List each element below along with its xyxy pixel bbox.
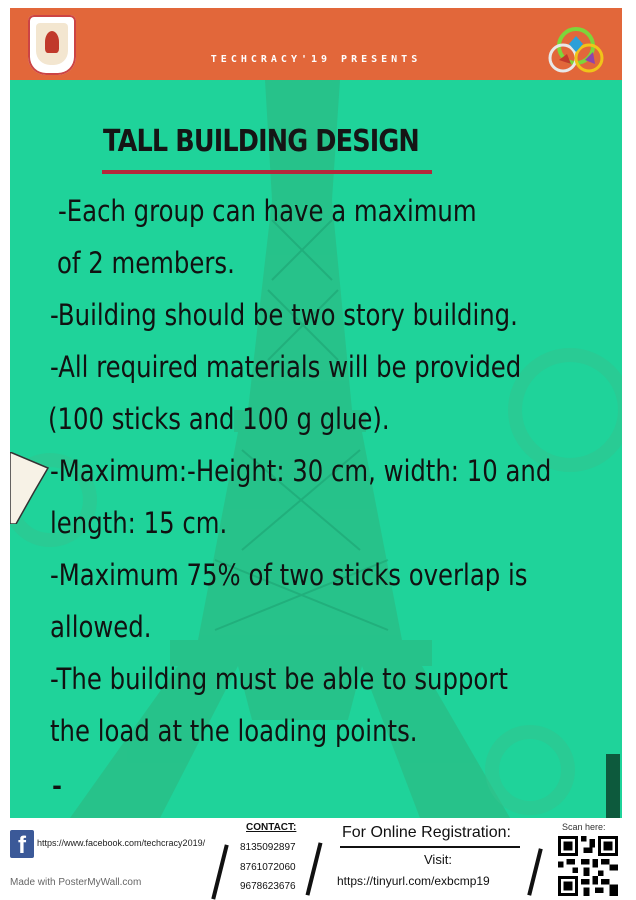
visit-label: Visit: xyxy=(424,852,452,867)
college-crest-icon xyxy=(28,15,76,75)
rule-line: (100 sticks and 100 g glue). xyxy=(48,402,390,436)
rule-line: -The building must be able to support xyxy=(50,662,508,696)
dark-side-bar xyxy=(606,754,620,818)
registration-link[interactable]: https://tinyurl.com/exbcmp19 xyxy=(337,874,490,888)
title-underline xyxy=(102,170,432,174)
eiffel-tower-icon xyxy=(10,80,622,818)
page-title: TALL BUILDING DESIGN xyxy=(103,124,420,159)
rule-line: -Each group can have a maximum xyxy=(58,194,477,228)
phone-number[interactable]: 8761072060 xyxy=(240,862,296,873)
scan-here-label: Scan here: xyxy=(562,822,606,832)
rule-line: -Building should be two story building. xyxy=(50,298,518,332)
rule-line: of 2 members. xyxy=(57,246,235,280)
facebook-link[interactable]: https://www.facebook.com/techcracy2019/ xyxy=(37,838,206,848)
divider-slash xyxy=(305,842,323,896)
main-panel: TALL BUILDING DESIGN -Each group can hav… xyxy=(10,80,622,818)
presents-text: TECHCRACY'19 PRESENTS xyxy=(210,54,422,65)
divider-slash xyxy=(527,848,543,896)
registration-title: For Online Registration: xyxy=(342,824,511,841)
phone-number[interactable]: 9678623676 xyxy=(240,881,296,892)
rule-line: allowed. xyxy=(50,610,152,644)
contact-title: CONTACT: xyxy=(246,822,297,833)
phone-number[interactable]: 8135092897 xyxy=(240,842,296,853)
paper-corner-icon xyxy=(10,452,50,524)
made-with-credit: Made with PosterMyWall.com xyxy=(10,877,142,888)
divider-slash xyxy=(211,844,229,900)
footer: f https://www.facebook.com/techcracy2019… xyxy=(0,818,636,900)
header-banner: TECHCRACY'19 PRESENTS xyxy=(10,8,622,80)
rule-line: -Maximum:-Height: 30 cm, width: 10 and xyxy=(50,454,552,488)
trailing-dash: - xyxy=(52,772,62,800)
registration-underline xyxy=(340,846,520,848)
techcracy-logo-icon xyxy=(548,27,604,73)
rule-line: -All required materials will be provided xyxy=(50,350,522,384)
rule-line: -Maximum 75% of two sticks overlap is xyxy=(50,558,528,592)
qr-code-icon[interactable] xyxy=(558,836,618,896)
rule-line: length: 15 cm. xyxy=(50,506,228,540)
facebook-icon[interactable]: f xyxy=(10,830,34,859)
rule-line: the load at the loading points. xyxy=(50,714,418,748)
